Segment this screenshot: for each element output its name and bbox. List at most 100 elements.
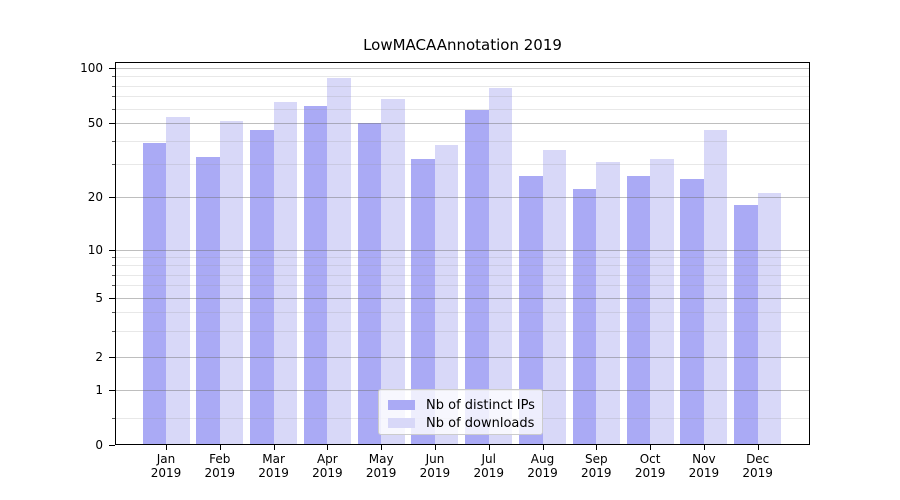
bar-distinct-ips-dec bbox=[734, 205, 758, 445]
bar-distinct-ips-may bbox=[357, 123, 382, 445]
bar-distinct-ips-apr bbox=[303, 105, 328, 445]
bar-distinct-ips-mar bbox=[250, 129, 274, 445]
x-tick-mark bbox=[650, 445, 652, 450]
x-tick-label-aug: Aug 2019 bbox=[515, 452, 571, 480]
y-tick-mark bbox=[109, 68, 115, 69]
bar-downloads-jun bbox=[434, 145, 459, 445]
y-minor-tick-mark bbox=[112, 312, 115, 314]
year-label: 2019 bbox=[742, 466, 773, 480]
gridline-minor bbox=[115, 85, 810, 87]
y-minor-tick-mark bbox=[112, 141, 115, 143]
gridline-minor bbox=[115, 108, 810, 110]
year-label: 2019 bbox=[419, 466, 451, 480]
y-tick-mark bbox=[109, 250, 115, 251]
bar-distinct-ips-aug bbox=[519, 175, 543, 445]
x-tick-label-jan: Jan 2019 bbox=[138, 452, 194, 480]
x-tick-mark bbox=[273, 445, 275, 450]
x-tick-label-jun: Jun 2019 bbox=[407, 452, 463, 480]
x-tick-label-sep: Sep 2019 bbox=[568, 452, 624, 480]
gridline-minor bbox=[115, 257, 810, 259]
month-label: Mar bbox=[262, 452, 285, 466]
y-tick-label: 50 bbox=[87, 116, 103, 130]
month-label: Nov bbox=[692, 452, 716, 466]
y-minor-tick-mark bbox=[112, 274, 115, 276]
y-minor-tick-mark bbox=[112, 96, 115, 98]
gridline-minor bbox=[115, 96, 810, 98]
month-label: Jun bbox=[425, 452, 445, 466]
y-minor-tick-mark bbox=[112, 257, 115, 259]
bar-downloads-sep bbox=[596, 161, 620, 445]
bar-distinct-ips-jun bbox=[411, 159, 435, 445]
gridline-minor bbox=[115, 265, 810, 267]
y-tick-label: 0 bbox=[95, 438, 103, 452]
y-tick-mark bbox=[109, 298, 115, 299]
year-label: 2019 bbox=[634, 466, 666, 480]
month-label: Aug bbox=[530, 452, 555, 466]
bar-distinct-ips-nov bbox=[680, 178, 704, 445]
x-tick-label-feb: Feb 2019 bbox=[192, 452, 248, 480]
gridline-major bbox=[115, 298, 810, 299]
x-tick-label-jul: Jul 2019 bbox=[461, 452, 517, 480]
legend-item-distinct-ips: Nb of distinct IPs bbox=[388, 396, 535, 414]
year-label: 2019 bbox=[365, 466, 397, 480]
bar-downloads-oct bbox=[650, 159, 674, 445]
gridline-minor bbox=[115, 164, 810, 166]
y-tick-label: 5 bbox=[95, 291, 103, 305]
y-tick-mark bbox=[109, 445, 115, 446]
y-minor-tick-mark bbox=[112, 265, 115, 267]
month-label: Oct bbox=[639, 452, 661, 466]
y-tick-mark bbox=[109, 197, 115, 198]
y-minor-tick-mark bbox=[112, 330, 115, 332]
x-tick-mark bbox=[488, 445, 490, 450]
year-label: 2019 bbox=[473, 466, 504, 480]
x-tick-label-apr: Apr 2019 bbox=[299, 452, 355, 480]
month-label: Jan bbox=[156, 452, 176, 466]
legend-label-downloads: Nb of downloads bbox=[426, 415, 535, 431]
gridline-minor bbox=[115, 274, 810, 276]
gridline-major bbox=[115, 357, 810, 358]
legend-swatch-distinct-ips bbox=[388, 400, 415, 410]
gridline-major bbox=[115, 250, 810, 251]
legend-label-distinct-ips: Nb of distinct IPs bbox=[426, 397, 535, 413]
gridline-minor bbox=[115, 141, 810, 143]
bar-downloads-jul bbox=[488, 87, 513, 445]
bar-downloads-mar bbox=[273, 102, 298, 445]
year-label: 2019 bbox=[527, 466, 558, 480]
y-minor-tick-mark bbox=[112, 285, 115, 287]
y-tick-label: 1 bbox=[95, 383, 103, 397]
year-label: 2019 bbox=[581, 466, 612, 480]
x-tick-mark bbox=[542, 445, 544, 450]
year-label: 2019 bbox=[312, 466, 343, 480]
y-tick-mark bbox=[109, 357, 115, 358]
gridline-major bbox=[115, 197, 810, 198]
month-label: Dec bbox=[746, 452, 770, 466]
x-tick-mark bbox=[166, 445, 167, 450]
x-tick-mark bbox=[434, 445, 436, 450]
bar-downloads-aug bbox=[542, 149, 567, 445]
legend-item-downloads: Nb of downloads bbox=[388, 414, 534, 432]
y-tick-label: 2 bbox=[95, 350, 103, 364]
x-tick-label-dec: Dec 2019 bbox=[730, 452, 786, 480]
bar-distinct-ips-jul bbox=[465, 109, 489, 445]
y-tick-label: 100 bbox=[80, 61, 103, 75]
bar-distinct-ips-oct bbox=[626, 175, 651, 445]
gridline-major bbox=[115, 123, 810, 124]
y-minor-tick-mark bbox=[112, 85, 115, 87]
bar-distinct-ips-jan bbox=[142, 143, 166, 445]
month-label: Jul bbox=[481, 452, 496, 466]
bar-distinct-ips-feb bbox=[196, 156, 220, 445]
y-minor-tick-mark bbox=[112, 164, 115, 166]
bar-distinct-ips-sep bbox=[572, 189, 597, 445]
month-label: Sep bbox=[585, 452, 608, 466]
y-minor-tick-mark bbox=[112, 76, 115, 78]
y-minor-tick-mark bbox=[112, 108, 115, 110]
year-label: 2019 bbox=[258, 466, 289, 480]
chart-title: LowMACAAnnotation 2019 bbox=[363, 36, 562, 54]
x-tick-mark bbox=[219, 445, 221, 450]
bar-downloads-apr bbox=[327, 78, 351, 445]
bar-downloads-feb bbox=[219, 121, 244, 445]
bar-downloads-dec bbox=[757, 193, 782, 445]
bar-downloads-jan bbox=[166, 116, 190, 445]
x-tick-label-nov: Nov 2019 bbox=[676, 452, 732, 480]
